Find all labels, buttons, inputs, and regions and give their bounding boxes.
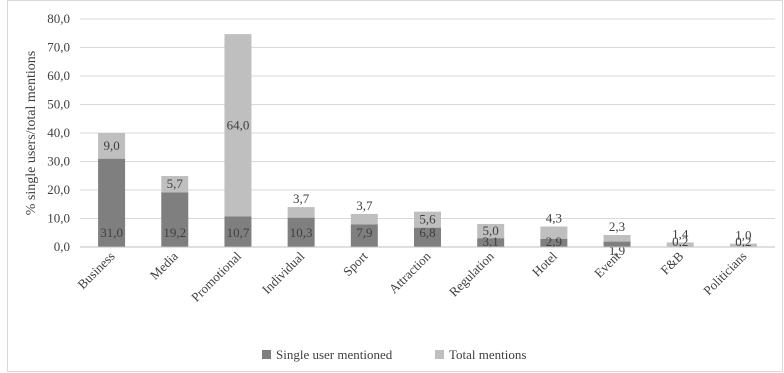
legend-swatch-total-mentions (435, 350, 444, 359)
data-label-single-user: 0,2 (672, 234, 688, 249)
x-category-label: Promotional (188, 248, 244, 304)
bar-single-user (540, 238, 568, 247)
bar-single-user (350, 224, 378, 247)
data-label-total-mentions: 2,3 (609, 219, 625, 234)
x-category-label: Regulation (446, 248, 497, 299)
y-tick-label: 60,0 (47, 68, 70, 83)
y-tick-label: 0,0 (54, 239, 70, 254)
bar-total-mentions (98, 133, 126, 159)
bar-total-mentions (603, 235, 631, 242)
y-tick-label: 10,0 (47, 211, 70, 226)
legend: Single user mentioned Total mentions (262, 347, 526, 362)
bar-total-mentions (540, 226, 568, 239)
data-label-single-user: 2,9 (546, 234, 562, 249)
x-category-labels: Business Media Promotional Individual Sport A… (74, 248, 749, 304)
y-tick-label: 40,0 (47, 125, 70, 140)
x-category-label: Attraction (386, 248, 434, 296)
data-label-total-mentions: 3,7 (356, 198, 373, 213)
data-label-total-mentions: 1,4 (672, 226, 689, 241)
bar-total-mentions (161, 176, 189, 193)
data-label-total-mentions: 5,0 (483, 223, 499, 238)
legend-label-total-mentions: Total mentions (449, 347, 526, 362)
bar-total-mentions (350, 213, 378, 225)
data-label-single-user: 10,7 (227, 225, 250, 240)
data-label-total-mentions: 3,7 (293, 191, 310, 206)
data-labels: 31,09,019,25,710,764,010,33,77,93,76,85,… (100, 117, 751, 258)
bar-total-mentions (414, 211, 441, 228)
data-label-single-user: 10,3 (290, 225, 313, 240)
y-tick-label: 80,0 (47, 11, 70, 26)
legend-swatch-single-user (262, 350, 271, 359)
data-label-single-user: 6,8 (419, 225, 435, 240)
bar-single-user (603, 241, 631, 247)
bar-single-user (224, 216, 252, 247)
legend-label-single-user: Single user mentioned (276, 347, 393, 362)
x-category-label: Media (147, 248, 181, 282)
data-label-single-user: 3,1 (483, 234, 499, 249)
bar-single-user (161, 192, 189, 247)
data-label-total-mentions: 9,0 (103, 138, 119, 153)
bar-total-mentions (477, 223, 505, 239)
x-category-label: Sport (340, 248, 371, 279)
data-label-single-user: 0,2 (735, 234, 751, 249)
data-label-total-mentions: 1,0 (735, 228, 751, 243)
x-category-label: Individual (259, 248, 308, 297)
bar-single-user (477, 238, 505, 247)
bar-single-user (414, 227, 441, 247)
x-category-label: Hotel (529, 248, 560, 279)
bars (98, 34, 757, 247)
y-tick-labels: 0,0 10,0 20,0 30,0 40,0 50,0 60,0 70,0 80,0 (47, 11, 70, 254)
y-axis-label: % single users/total mentions (24, 51, 39, 215)
chart-frame (7, 0, 783, 372)
bar-total-mentions (729, 243, 757, 247)
x-category-label: Business (74, 249, 117, 292)
data-label-single-user: 31,0 (100, 225, 123, 240)
data-label-total-mentions: 4,3 (546, 210, 562, 225)
y-tick-label: 20,0 (47, 182, 70, 197)
data-label-total-mentions: 5,6 (419, 212, 436, 227)
bar-total-mentions (287, 207, 315, 218)
data-label-total-mentions: 64,0 (227, 117, 250, 132)
bar-total-mentions (224, 34, 252, 217)
y-tick-label: 70,0 (47, 40, 70, 55)
bar-total-mentions (666, 242, 694, 247)
bar-single-user (287, 217, 315, 247)
bar-single-user (98, 158, 126, 247)
data-label-single-user: 7,9 (356, 225, 372, 240)
data-label-single-user: 19,2 (163, 225, 186, 240)
data-label-total-mentions: 5,7 (167, 176, 184, 191)
gridlines (80, 18, 775, 219)
x-category-label: F&B (657, 248, 686, 277)
x-category-label: Politicians (700, 249, 749, 298)
y-tick-label: 50,0 (47, 97, 70, 112)
y-tick-label: 30,0 (47, 154, 70, 169)
